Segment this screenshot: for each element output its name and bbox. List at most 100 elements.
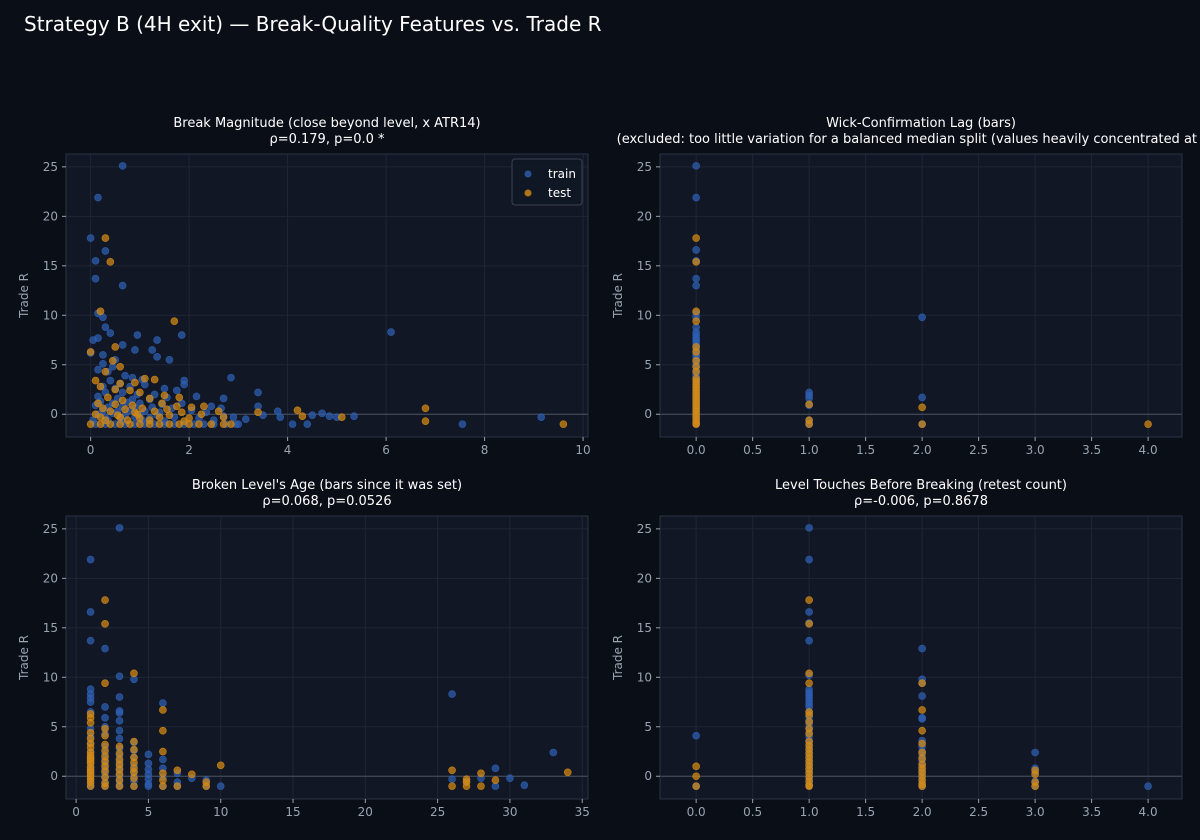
chart-subtitle: ρ=-0.006, p=0.8678 <box>854 494 988 509</box>
point-test <box>692 348 700 356</box>
point-train <box>118 281 127 290</box>
point-test <box>805 782 813 790</box>
point-train <box>387 328 395 336</box>
point-test <box>207 420 216 428</box>
legend-marker-train <box>524 170 532 178</box>
point-train <box>131 346 139 354</box>
point-train <box>101 247 110 255</box>
point-train <box>91 274 100 283</box>
point-test <box>692 782 700 790</box>
x-tick-label: 1.0 <box>800 443 819 457</box>
point-test <box>159 747 167 756</box>
point-test <box>159 782 167 790</box>
point-test <box>96 382 105 391</box>
point-test <box>130 782 138 790</box>
panel-broken-level-age: 0 5 10 15 20 25 30 35 0 5 10 15 20 25 Trade R Broken Le… <box>17 478 590 819</box>
point-test <box>115 782 124 790</box>
legend-label-train: train <box>548 167 576 181</box>
point-test <box>175 393 184 402</box>
point-test <box>160 391 169 400</box>
point-test <box>227 420 235 428</box>
point-test <box>106 407 115 416</box>
point-train <box>1031 748 1039 757</box>
point-train <box>506 774 514 783</box>
point-test <box>101 731 109 740</box>
x-tick-label: 0.0 <box>687 443 706 457</box>
y-tick-label: 25 <box>637 160 652 174</box>
point-test <box>918 726 926 735</box>
point-test <box>173 782 182 790</box>
point-train <box>458 420 467 428</box>
point-test <box>106 258 115 266</box>
point-test <box>101 596 109 604</box>
point-train <box>148 346 156 354</box>
y-tick-label: 5 <box>644 720 652 734</box>
point-train <box>159 699 167 707</box>
point-train <box>115 524 124 532</box>
point-train <box>1144 782 1152 790</box>
point-test <box>116 413 124 422</box>
point-train <box>94 193 102 202</box>
x-tick-label: 10 <box>575 443 590 457</box>
point-test <box>101 416 110 424</box>
point-test <box>805 400 813 409</box>
y-tick-label: 20 <box>43 571 58 585</box>
point-train <box>918 393 926 402</box>
x-tick-label: 3.5 <box>1082 805 1101 819</box>
point-test <box>202 782 211 790</box>
point-test <box>111 385 120 394</box>
point-test <box>805 711 813 719</box>
x-tick-label: 20 <box>358 805 373 819</box>
y-tick-label: 15 <box>43 621 58 635</box>
point-test <box>96 307 105 316</box>
x-tick-label: 0.5 <box>743 443 762 457</box>
y-tick-label: 15 <box>637 259 652 273</box>
point-train <box>101 323 110 331</box>
point-train <box>101 714 109 722</box>
y-tick-label: 15 <box>43 259 58 273</box>
point-train <box>325 412 334 421</box>
scatter-points <box>86 162 568 428</box>
point-test <box>918 782 926 790</box>
point-test <box>116 379 124 388</box>
axes-frame <box>65 515 589 800</box>
panel-level-touches: 0.0 0.5 1.0 1.5 2.0 2.5 3.0 3.5 4.0 0 5 10 15 20 25 Tra… <box>611 478 1183 819</box>
point-test <box>692 772 700 781</box>
point-test <box>136 388 144 397</box>
point-test <box>159 706 167 714</box>
point-train <box>692 281 700 290</box>
x-tick-label: 6 <box>382 443 390 457</box>
point-train <box>918 313 926 322</box>
point-test <box>121 405 129 414</box>
point-test <box>219 413 228 422</box>
y-tick-label: 20 <box>43 209 58 223</box>
point-test <box>805 729 813 738</box>
point-test <box>173 766 182 775</box>
x-tick-label: 10 <box>213 805 228 819</box>
point-train <box>276 413 285 422</box>
point-test <box>1031 770 1039 779</box>
point-train <box>150 390 159 399</box>
point-test <box>86 348 95 356</box>
point-test <box>130 669 138 678</box>
point-test <box>140 374 149 383</box>
point-test <box>216 761 225 770</box>
axes-frame <box>659 515 1183 800</box>
point-test <box>918 679 926 688</box>
page-title: Strategy B (4H exit) — Break-Quality Fea… <box>24 12 602 36</box>
x-tick-label: 0 <box>72 805 80 819</box>
point-test <box>563 768 572 777</box>
x-tick-label: 3.0 <box>1026 805 1045 819</box>
x-tick-label: 8 <box>481 443 489 457</box>
point-train <box>115 734 124 743</box>
point-test <box>185 420 193 428</box>
point-train <box>229 413 238 422</box>
y-tick-label: 0 <box>50 407 58 421</box>
x-tick-label: 0 <box>87 443 95 457</box>
chart-title: Break Magnitude (close beyond level, x A… <box>173 116 480 131</box>
point-train <box>91 257 100 265</box>
y-tick-label: 5 <box>644 358 652 372</box>
point-test <box>692 317 700 326</box>
point-test <box>692 367 700 376</box>
